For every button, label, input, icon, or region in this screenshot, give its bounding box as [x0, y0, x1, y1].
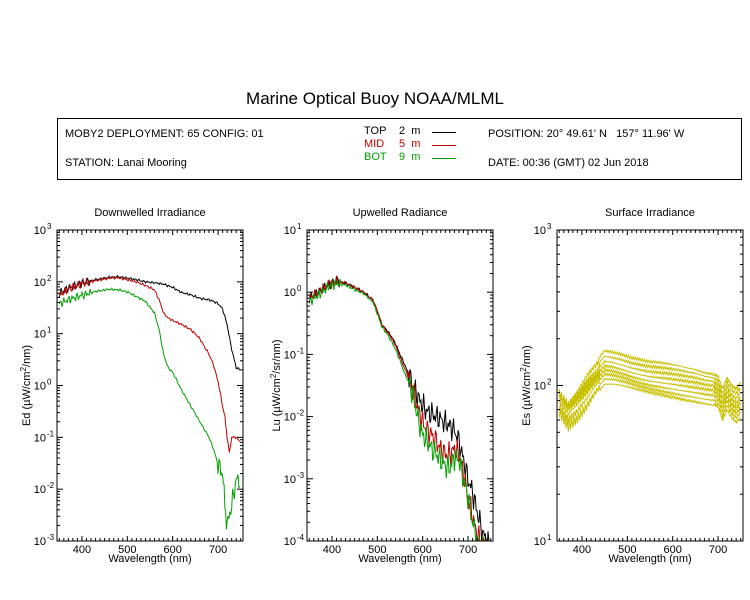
- surface-series-line: [558, 348, 741, 408]
- y-tick-label: 10: [284, 536, 296, 548]
- surface-series-line: [558, 359, 741, 411]
- y-tick-exponent: -4: [297, 533, 305, 542]
- plot-frame: [56, 229, 244, 542]
- x-tick-label: 600: [164, 544, 182, 556]
- legend-bot-line: [432, 158, 456, 159]
- plot-area: [58, 274, 241, 530]
- surface-series-line: [558, 355, 741, 410]
- x-tick-label: 700: [709, 544, 727, 556]
- chart-1: Downwelled Irradiance 400 500 600 700 Wavelen…: [19, 207, 244, 565]
- y-tick-label: 10: [284, 225, 296, 237]
- plot-area: [308, 275, 490, 541]
- chart-title: Upwelled Radiance: [353, 207, 448, 219]
- plot-frame: [306, 229, 494, 542]
- x-tick-label: 400: [73, 544, 91, 556]
- chart-3: Surface Irradiance 400 500 600 700 Wavelength…: [519, 207, 744, 565]
- x-tick-label: 500: [368, 544, 386, 556]
- y-tick-label: 10: [534, 536, 546, 548]
- x-tick-label: 500: [118, 544, 136, 556]
- series-top-line: [58, 274, 241, 371]
- x-axis-label: Wavelength (nm): [108, 553, 191, 565]
- y-tick-exponent: -1: [297, 346, 305, 355]
- chart-title: Downwelled Irradiance: [94, 207, 205, 219]
- x-axis-label: Wavelength (nm): [608, 553, 691, 565]
- y-tick-exponent: 3: [47, 222, 52, 231]
- series-mid-line: [308, 275, 485, 541]
- y-tick-exponent: 1: [547, 533, 552, 542]
- series-mid-line: [58, 276, 241, 453]
- y-tick-exponent: -3: [297, 471, 305, 480]
- y-tick-exponent: 1: [47, 326, 52, 335]
- x-axis-label: Wavelength (nm): [358, 553, 441, 565]
- deployment-text: MOBY2 DEPLOYMENT: 65 CONFIG: 01: [65, 128, 264, 140]
- y-tick-label: 10: [34, 381, 46, 393]
- y-tick-label: 10: [284, 287, 296, 299]
- series-bot-line: [58, 287, 241, 530]
- y-tick-label: 10: [34, 432, 46, 444]
- y-tick-exponent: 0: [297, 284, 302, 293]
- page-title: Marine Optical Buoy NOAA/MLML: [246, 89, 504, 108]
- y-axis-label: Es (µW/cm2/nm): [519, 345, 533, 425]
- x-tick-label: 600: [414, 544, 432, 556]
- station-text: STATION: Lanai Mooring: [65, 157, 187, 169]
- y-tick-label: 10: [284, 474, 296, 486]
- y-tick-exponent: 2: [47, 274, 52, 283]
- legend-mid-depth: 5 m: [399, 138, 421, 150]
- y-tick-label: 10: [34, 225, 46, 237]
- y-tick-exponent: 2: [547, 378, 552, 387]
- y-tick-exponent: 3: [547, 222, 552, 231]
- plot-area: [558, 348, 741, 432]
- y-tick-exponent: -3: [47, 533, 55, 542]
- legend-bot-label: BOT: [364, 151, 387, 163]
- x-tick-label: 700: [209, 544, 227, 556]
- y-tick-exponent: -2: [47, 481, 55, 490]
- series-top-line: [308, 276, 490, 541]
- x-tick-label: 600: [664, 544, 682, 556]
- legend-mid-line: [432, 145, 456, 146]
- position-text: POSITION: 20° 49.61' N 157° 11.96' W: [488, 128, 685, 140]
- y-tick-label: 10: [534, 381, 546, 393]
- x-tick-label: 400: [323, 544, 341, 556]
- legend-top-label: TOP: [364, 125, 387, 137]
- date-text: DATE: 00:36 (GMT) 02 Jun 2018: [488, 157, 649, 169]
- x-tick-label: 500: [618, 544, 636, 556]
- y-tick-label: 10: [534, 225, 546, 237]
- legend-bot-depth: 9 m: [399, 151, 421, 163]
- legend-top-line: [432, 132, 456, 133]
- x-tick-label: 700: [459, 544, 477, 556]
- y-tick-label: 10: [284, 412, 296, 424]
- y-axis-label: Ed (µW/cm2/nm): [19, 345, 33, 426]
- y-tick-exponent: 1: [297, 222, 302, 231]
- y-tick-label: 10: [34, 484, 46, 496]
- y-tick-exponent: -2: [297, 409, 305, 418]
- chart-title: Surface Irradiance: [605, 207, 695, 219]
- y-tick-exponent: 0: [47, 378, 52, 387]
- surface-series-line: [558, 377, 741, 424]
- y-axis-label: Lu (µW/cm2/sr/nm): [269, 339, 283, 431]
- y-tick-label: 10: [34, 329, 46, 341]
- chart-2: Upwelled Radiance 400 500 600 700 Wavelength …: [269, 207, 494, 565]
- info-box: MOBY2 DEPLOYMENT: 65 CONFIG: 01 STATION:…: [57, 118, 742, 180]
- surface-series-line: [558, 383, 741, 432]
- y-tick-label: 10: [284, 349, 296, 361]
- y-tick-label: 10: [34, 536, 46, 548]
- y-tick-label: 10: [34, 277, 46, 289]
- legend-top-depth: 2 m: [399, 125, 421, 137]
- y-tick-exponent: -1: [47, 429, 55, 438]
- x-tick-label: 400: [573, 544, 591, 556]
- series-bot-line: [308, 278, 484, 541]
- legend-mid-label: MID: [364, 138, 385, 150]
